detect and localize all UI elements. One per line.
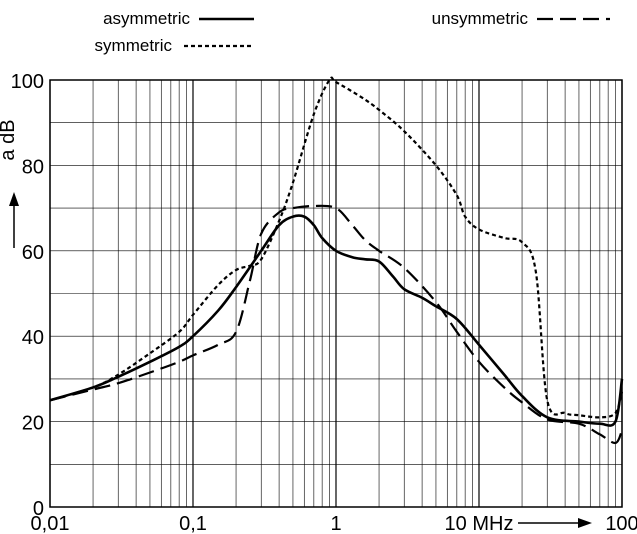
y-tick-label: 80 (22, 156, 44, 178)
legend: asymmetric symmetric unsymmetric (95, 9, 610, 55)
y-tick-label: 60 (22, 242, 44, 264)
legend-label-asymmetric: asymmetric (103, 9, 190, 28)
axis-labels: 0 20 40 60 80 100 0,01 0,1 1 10 MHz 100 a dB (0, 71, 637, 534)
series-line-symmetric (49, 76, 624, 419)
x-tick-label: 0,01 (31, 513, 70, 534)
plot-frame (49, 79, 623, 508)
y-tick-label: 100 (11, 71, 44, 93)
y-tick-label: 40 (22, 327, 44, 349)
grid (49, 79, 623, 508)
series-line-unsymmetric (49, 204, 624, 445)
legend-label-symmetric: symmetric (95, 36, 173, 55)
x-tick-label: 1 (330, 513, 341, 534)
y-axis-arrow-head (9, 192, 19, 206)
y-tick-label: 0 (33, 498, 44, 520)
x-tick-label: 10 MHz (445, 513, 514, 534)
x-tick-label: 100 (605, 513, 637, 534)
x-tick-label: 0,1 (179, 513, 207, 534)
series-layer (49, 76, 624, 445)
y-axis-label: a dB (0, 119, 19, 160)
series-line-asymmetric (49, 214, 624, 427)
x-axis-arrow-head (578, 518, 592, 528)
legend-label-unsymmetric: unsymmetric (432, 9, 529, 28)
y-tick-label: 20 (22, 413, 44, 435)
